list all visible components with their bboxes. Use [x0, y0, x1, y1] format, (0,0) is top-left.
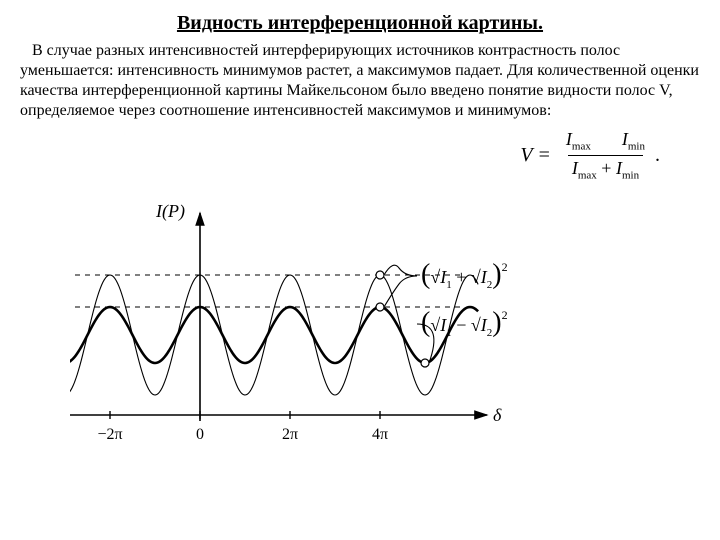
visibility-formula: V = Imax Imin Imax + Imin . [20, 129, 700, 181]
svg-text:4π: 4π [372, 426, 388, 443]
formula-lhs: V [520, 144, 532, 167]
body-paragraph: В случае разных интенсивностей интерфери… [20, 41, 700, 121]
svg-text:I(P): I(P) [155, 201, 185, 222]
formula-eq: = [539, 144, 550, 167]
formula-dot: . [655, 144, 660, 167]
svg-text:δ: δ [493, 405, 502, 425]
svg-text:2π: 2π [282, 426, 298, 443]
svg-text:0: 0 [196, 426, 204, 443]
svg-text:−2π: −2π [97, 426, 122, 443]
formula-fraction: Imax Imin Imax + Imin [562, 129, 649, 181]
svg-text:(√I1 − √I2)2: (√I1 − √I2)2 [421, 307, 508, 339]
interference-chart: I(P) δ −2π 0 2π 4π (√I1 + √I2)2 (√I1 − √I2)2 [70, 185, 700, 465]
page-title: Видность интерференционной картины. [20, 12, 700, 35]
svg-text:(√I1 + √I2)2: (√I1 + √I2)2 [421, 259, 508, 291]
